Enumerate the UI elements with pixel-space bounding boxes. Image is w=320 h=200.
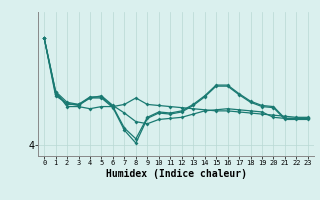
X-axis label: Humidex (Indice chaleur): Humidex (Indice chaleur): [106, 169, 246, 179]
